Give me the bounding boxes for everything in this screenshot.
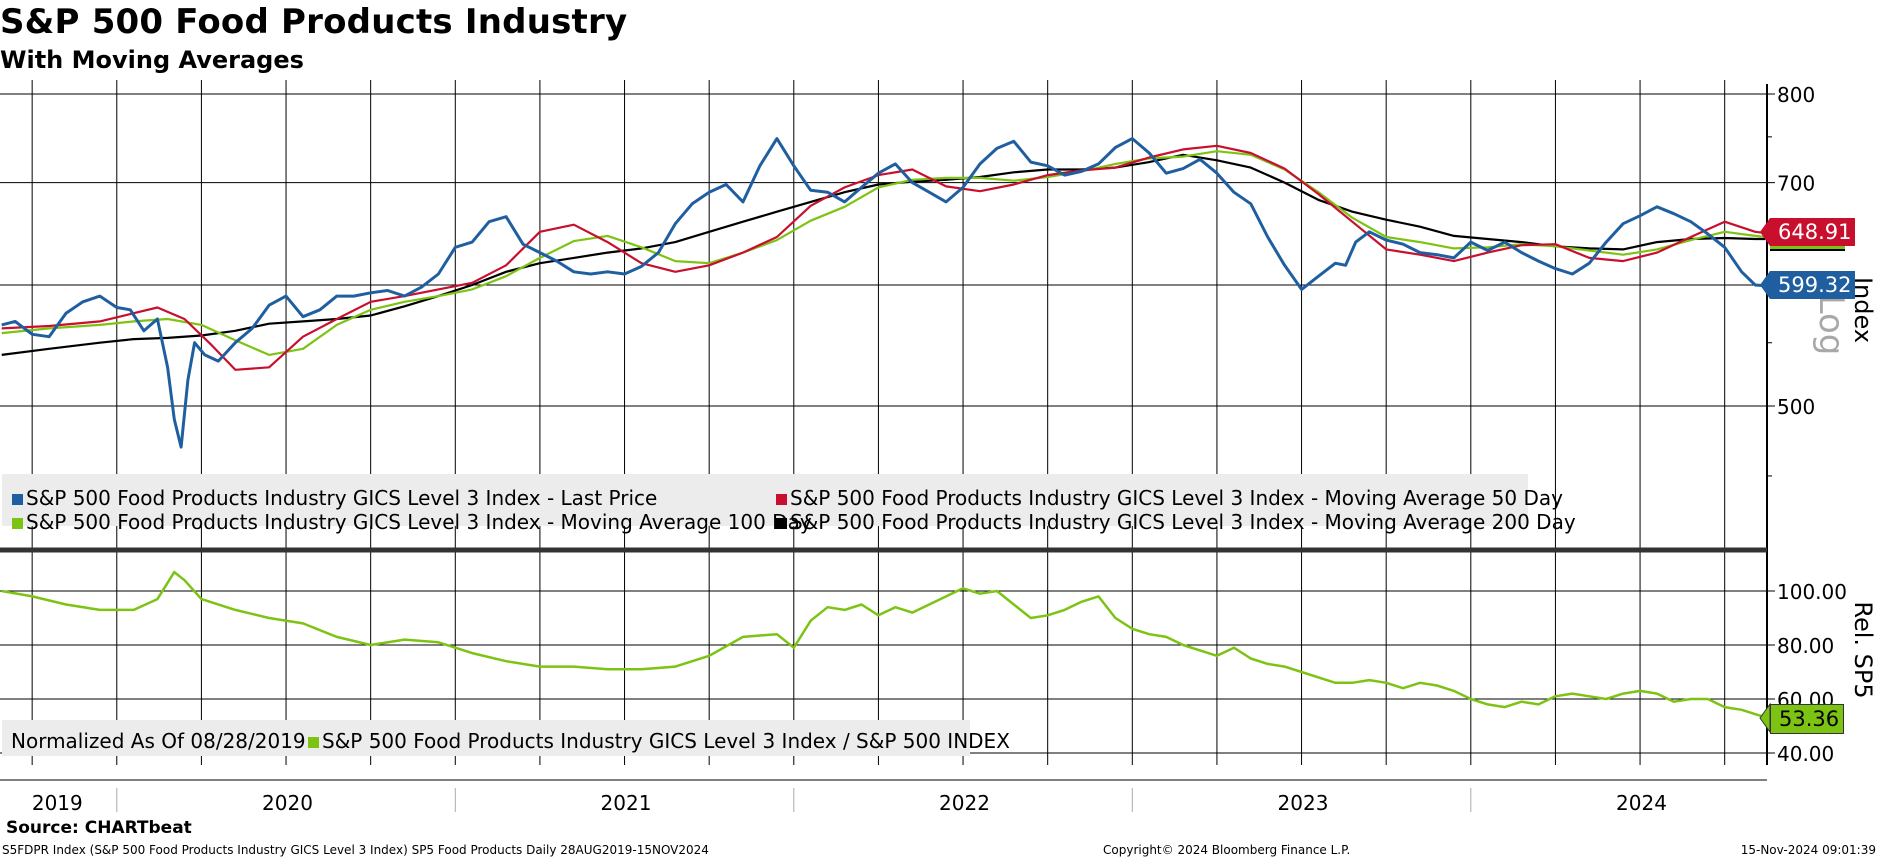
ma200-end-marker bbox=[1770, 249, 1845, 251]
y-tick-label: 700 bbox=[1777, 172, 1815, 196]
chart-subtitle: With Moving Averages bbox=[0, 46, 304, 74]
legend-swatch bbox=[308, 737, 319, 748]
legend-swatch bbox=[12, 518, 23, 529]
legend-item-ma100: S&P 500 Food Products Industry GICS Leve… bbox=[12, 510, 812, 534]
y-tick-label: 80.00 bbox=[1777, 634, 1834, 658]
footer-timestamp: 15-Nov-2024 09:01:39 bbox=[1740, 843, 1876, 857]
relative-badge-pointer bbox=[1759, 702, 1771, 734]
legend-normalized-text: Normalized As Of 08/28/2019 bbox=[11, 729, 306, 753]
price-last-value-badge: 599.32 bbox=[1770, 271, 1856, 299]
log-scale-label: Log bbox=[1811, 295, 1851, 356]
series-line-moving-average-200-day bbox=[1, 153, 1766, 356]
year-label-2022: 2022 bbox=[939, 791, 990, 815]
source-label: Source: CHARTbeat bbox=[6, 818, 192, 838]
year-label-2020: 2020 bbox=[262, 791, 313, 815]
price-badge-pointer bbox=[1760, 271, 1770, 299]
y-tick-label: 800 bbox=[1777, 83, 1815, 107]
bottom-panel-series bbox=[1, 570, 1766, 719]
year-label-2023: 2023 bbox=[1277, 791, 1329, 815]
bottom-legend: Normalized As Of 08/28/2019 S&P 500 Food… bbox=[2, 720, 1010, 756]
y-tick-label: 500 bbox=[1777, 395, 1815, 419]
relative-last-value-badge: 53.36 bbox=[1770, 704, 1845, 734]
ma100-end-marker bbox=[1770, 246, 1845, 249]
chart-title: S&P 500 Food Products Industry bbox=[0, 2, 628, 42]
ma50-last-value-badge: 648.91 bbox=[1770, 218, 1856, 246]
legend-swatch bbox=[776, 494, 787, 505]
y-tick-label: 40.00 bbox=[1777, 742, 1834, 766]
footer-ticker-description: S5FDPR Index (S&P 500 Food Products Indu… bbox=[2, 843, 709, 857]
legend-item-ma50: S&P 500 Food Products Industry GICS Leve… bbox=[776, 486, 1563, 510]
footer-copyright: Copyright© 2024 Bloomberg Finance L.P. bbox=[1103, 843, 1351, 857]
top-legend: S&P 500 Food Products Industry GICS Leve… bbox=[2, 474, 1576, 534]
year-label-2021: 2021 bbox=[600, 791, 652, 815]
series-line-moving-average-50-day bbox=[1, 144, 1766, 371]
legend-item-ma200: S&P 500 Food Products Industry GICS Leve… bbox=[776, 510, 1576, 534]
relative-axis-label: Rel. SP5 bbox=[1849, 601, 1877, 698]
series-line-last-price bbox=[1, 137, 1766, 449]
legend-swatch bbox=[776, 518, 787, 529]
legend-item-last-price: S&P 500 Food Products Industry GICS Leve… bbox=[12, 486, 657, 510]
legend-item-ratio: S&P 500 Food Products Industry GICS Leve… bbox=[308, 729, 1010, 753]
legend-swatch bbox=[12, 494, 23, 505]
ma50-badge-pointer bbox=[1760, 218, 1770, 246]
top-panel-grid bbox=[0, 80, 1767, 765]
series-line-relative bbox=[1, 570, 1766, 719]
year-label-2024: 2024 bbox=[1616, 791, 1667, 815]
y-tick-label: 100.00 bbox=[1777, 580, 1847, 604]
top-panel-series bbox=[1, 137, 1766, 449]
year-label-2019: 2019 bbox=[31, 791, 83, 815]
